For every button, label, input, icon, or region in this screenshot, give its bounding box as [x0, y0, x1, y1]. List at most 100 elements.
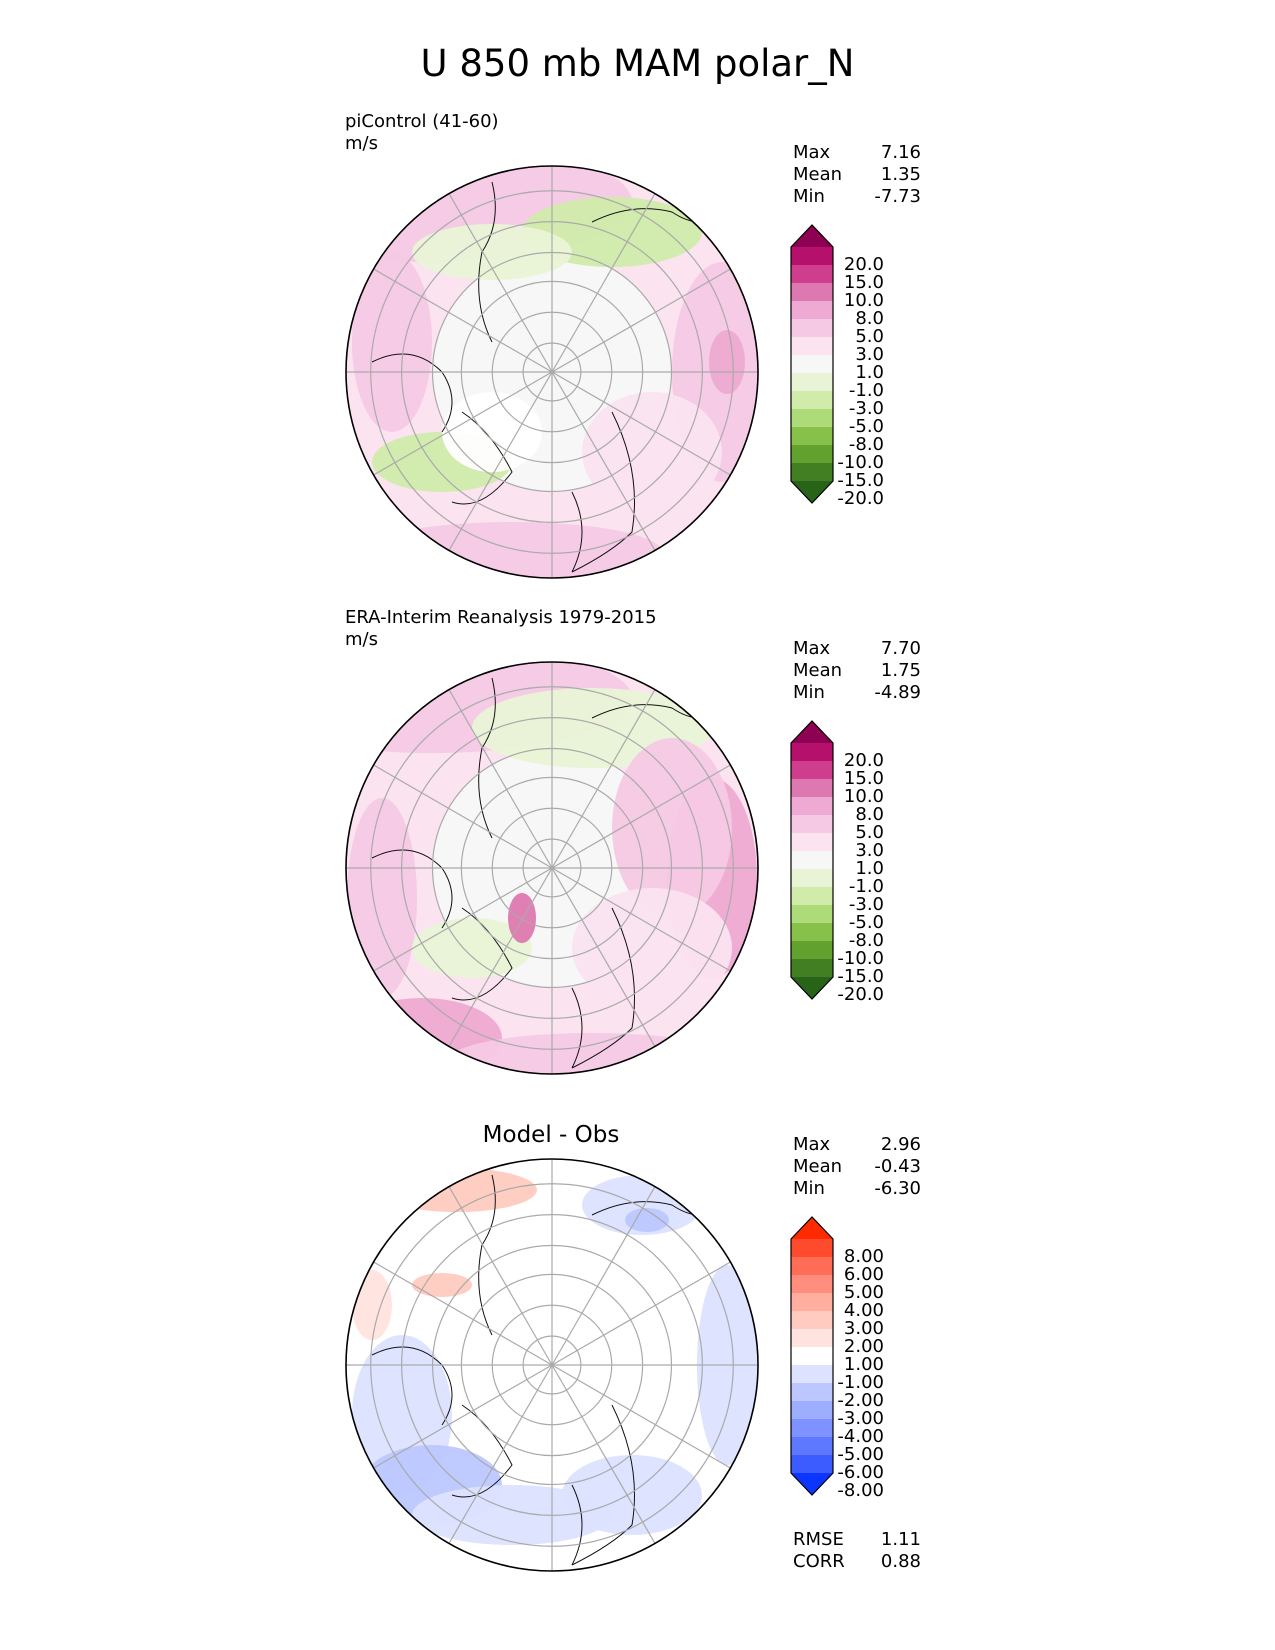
- colorbar-tick-label: 3.00: [843, 1318, 884, 1339]
- colorbar-segment: [791, 905, 833, 924]
- colorbar-tick-label: -8.00: [837, 1480, 884, 1501]
- contour-region: [412, 1273, 472, 1297]
- colorbar-tick-label: -5.0: [848, 912, 884, 933]
- colorbar-1-ticks: 20.0 15.0 10.0 8.0 5.0 3.0 1.0 -1.0 -3.0 -5.0 -8.0…: [836, 256, 884, 508]
- colorbar-segment: [791, 1347, 833, 1366]
- min-label: Min: [793, 186, 825, 207]
- colorbar-extend-min: [791, 481, 833, 503]
- polar-map-1: [345, 165, 759, 579]
- colorbar-segment: [791, 1365, 833, 1384]
- colorbar-segment: [791, 1239, 833, 1258]
- coastline: [478, 677, 496, 839]
- rmse-value: 1.11: [880, 1529, 921, 1550]
- coastline: [478, 1174, 496, 1336]
- colorbar-tick-label: 8.00: [843, 1246, 884, 1267]
- colorbar-segment: [791, 1401, 833, 1420]
- colorbar-tick-label: -3.00: [837, 1408, 884, 1429]
- colorbar-segment: [791, 1437, 833, 1456]
- contour-region: [412, 224, 572, 280]
- colorbar-tick-label: -20.0: [837, 984, 884, 1005]
- colorbar-segment: [791, 815, 833, 834]
- colorbar-segment: [791, 355, 833, 374]
- colorbar-tick-label: 3.0: [855, 344, 884, 365]
- panel-1-units: m/s: [345, 133, 378, 154]
- meridian-line: [551, 1364, 656, 1544]
- meridian-line: [551, 371, 656, 551]
- mean-label: Mean: [793, 1156, 843, 1177]
- colorbar-segment: [791, 797, 833, 816]
- colorbar-segment: [791, 1383, 833, 1402]
- contour-region: [412, 918, 532, 978]
- colorbar-extend-max: [791, 721, 833, 743]
- colorbar-segment: [791, 833, 833, 852]
- coastline: [571, 411, 635, 573]
- meridian-line: [448, 1186, 553, 1366]
- colorbar-tick-label: 8.0: [855, 804, 884, 825]
- colorbar-segment: [791, 779, 833, 798]
- contour-region: [352, 1270, 392, 1340]
- colorbar-segment: [791, 301, 833, 320]
- colorbar-tick-label: 8.0: [855, 308, 884, 329]
- colorbar-tick-label: -10.0: [837, 948, 884, 969]
- colorbar-tick-label: 10.0: [843, 290, 884, 311]
- meridian-line: [551, 268, 731, 373]
- mean-value: -0.43: [874, 1156, 921, 1177]
- meridian-line: [551, 867, 656, 1047]
- colorbar-tick-label: -8.0: [848, 930, 884, 951]
- colorbar-segment: [791, 427, 833, 446]
- colorbar-segment: [791, 743, 833, 762]
- meridian-line: [448, 867, 553, 1047]
- polar-map-2: [345, 661, 759, 1075]
- meridian-line: [551, 1186, 656, 1366]
- colorbar-tick-label: -6.00: [837, 1462, 884, 1483]
- meridian-line: [551, 764, 731, 869]
- meridian-line: [551, 867, 731, 972]
- contour-region: [352, 252, 432, 432]
- coastline: [571, 1404, 635, 1566]
- min-value: -6.30: [874, 1178, 921, 1199]
- colorbar-tick-label: -5.0: [848, 416, 884, 437]
- colorbar-segment: [791, 1275, 833, 1294]
- colorbar-outline: [790, 720, 834, 1000]
- map-boundary: [345, 1158, 759, 1572]
- panel-2-title: ERA-Interim Reanalysis 1979-2015: [345, 607, 657, 628]
- meridian-line: [373, 1261, 553, 1366]
- colorbar-segment: [791, 1311, 833, 1330]
- meridian-line: [373, 268, 553, 373]
- contour-region: [508, 893, 536, 943]
- colorbar-segment: [791, 463, 833, 482]
- max-label: Max: [793, 638, 831, 659]
- contour-region: [377, 1168, 537, 1212]
- colorbar-segment: [791, 265, 833, 284]
- colorbar-segment: [791, 391, 833, 410]
- colorbar-segment: [791, 1329, 833, 1348]
- meridian-line: [373, 764, 553, 869]
- colorbar-segment: [791, 1455, 833, 1474]
- colorbar-tick-label: 1.0: [855, 362, 884, 383]
- colorbar-tick-label: -1.0: [848, 380, 884, 401]
- colorbar-segment: [791, 1257, 833, 1276]
- colorbar-tick-label: -3.0: [848, 894, 884, 915]
- colorbar-segment: [791, 1419, 833, 1438]
- colorbar-segment: [791, 1293, 833, 1312]
- colorbar-segment: [791, 319, 833, 338]
- colorbar-segment: [791, 761, 833, 780]
- max-value: 7.16: [880, 142, 921, 163]
- colorbar-tick-label: -10.0: [837, 452, 884, 473]
- contour-region: [572, 888, 732, 1008]
- contour-region: [625, 1208, 669, 1232]
- colorbar-tick-label: -8.0: [848, 434, 884, 455]
- panel-2-label: ERA-Interim Reanalysis 1979-2015 m/s: [345, 607, 657, 651]
- contour-region: [562, 1455, 702, 1535]
- mean-label: Mean: [793, 164, 843, 185]
- colorbar-segment: [791, 373, 833, 392]
- panel-3-stats: Max 2.96 Mean -0.43 Min -6.30: [793, 1134, 921, 1200]
- mean-value: 1.75: [880, 660, 921, 681]
- colorbar-tick-label: -1.0: [848, 876, 884, 897]
- min-value: -7.73: [874, 186, 921, 207]
- colorbar-tick-label: 1.0: [855, 858, 884, 879]
- colorbar-tick-label: 3.0: [855, 840, 884, 861]
- meridian-line: [448, 193, 553, 373]
- meridian-line: [448, 689, 553, 869]
- mean-value: 1.35: [880, 164, 921, 185]
